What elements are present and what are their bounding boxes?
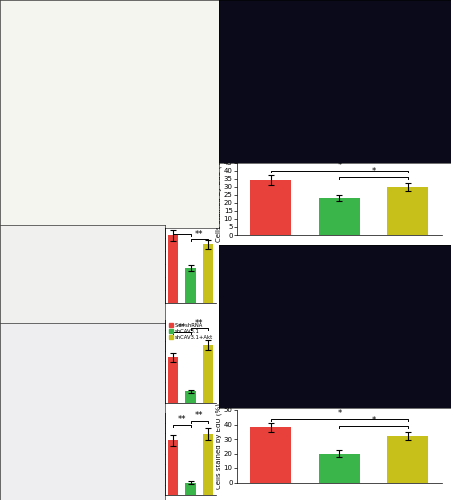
Text: **: **	[195, 142, 203, 151]
Bar	[168, 146, 179, 215]
Bar	[202, 434, 213, 495]
Bar	[185, 268, 196, 302]
Bar	[202, 244, 213, 302]
Bar	[387, 186, 428, 235]
Bar	[202, 160, 213, 215]
Text: *: *	[337, 161, 341, 170]
Bar	[319, 198, 360, 235]
Bar	[168, 236, 179, 302]
Text: **: **	[195, 318, 203, 328]
Bar	[185, 391, 196, 402]
Text: **: **	[195, 411, 203, 420]
Bar	[185, 186, 196, 215]
Text: **: **	[195, 230, 203, 238]
Y-axis label: No. of cell clones: No. of cell clones	[139, 234, 145, 294]
Legend: Scr shRNA, shCAV3.1, shCAV3.1+Akt: Scr shRNA, shCAV3.1, shCAV3.1+Akt	[169, 322, 214, 340]
Text: **: **	[178, 322, 186, 332]
Y-axis label: No. of cell clones: No. of cell clones	[139, 146, 145, 206]
Y-axis label: No. of invasive cells: No. of invasive cells	[139, 326, 145, 396]
Bar	[185, 482, 196, 495]
Bar	[319, 454, 360, 482]
Text: *: *	[337, 409, 341, 418]
Y-axis label: No. of invasive cells: No. of invasive cells	[139, 419, 145, 488]
Text: **: **	[178, 137, 186, 146]
Legend: Scr shRNA, shCAV3.1, shCAV3.1+Akt: Scr shRNA, shCAV3.1, shCAV3.1+Akt	[169, 140, 214, 158]
Bar	[202, 345, 213, 403]
Y-axis label: Cells stained by EdU (%): Cells stained by EdU (%)	[215, 404, 221, 489]
Bar	[250, 428, 291, 482]
Bar	[168, 440, 179, 495]
Bar	[168, 357, 179, 403]
Text: *: *	[372, 168, 376, 176]
Bar	[250, 180, 291, 235]
Y-axis label: Cells stained by EdU (%): Cells stained by EdU (%)	[215, 156, 221, 242]
Bar	[387, 436, 428, 482]
Text: **: **	[178, 415, 186, 424]
Text: *: *	[372, 416, 376, 426]
Text: **: **	[178, 224, 186, 234]
